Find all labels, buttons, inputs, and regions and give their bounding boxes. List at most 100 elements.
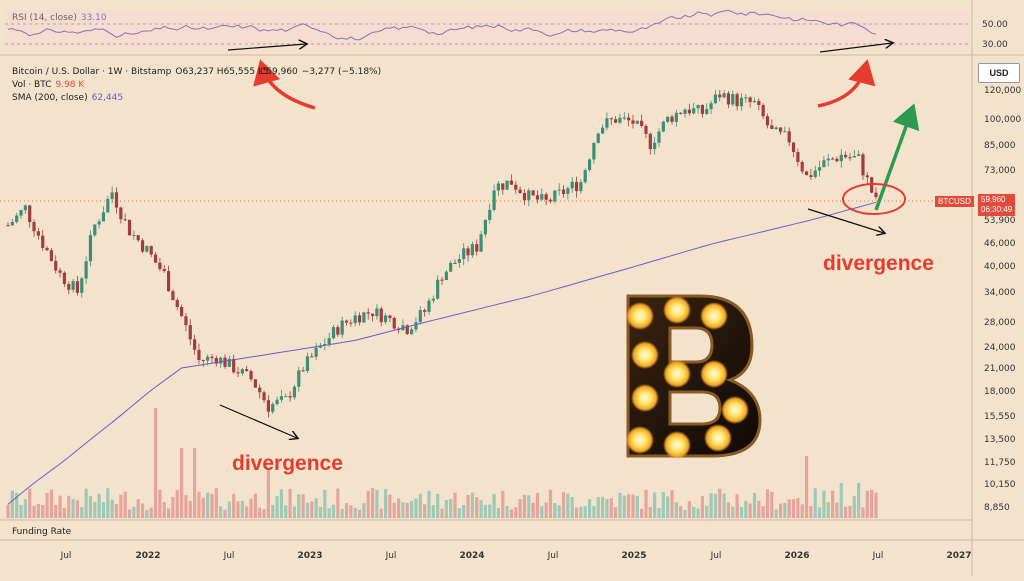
candle-body — [323, 344, 327, 346]
candle-body — [761, 104, 765, 117]
candle-body — [49, 250, 53, 261]
candle-body — [770, 125, 774, 130]
marquee-bulb — [700, 302, 728, 330]
candle-body — [835, 158, 839, 162]
volume-bar — [392, 502, 396, 518]
candle-body — [817, 167, 822, 171]
candle-body — [483, 219, 487, 235]
candle-body — [778, 127, 783, 132]
price-tick-label: 11,750 — [984, 458, 1016, 468]
marquee-bulb — [626, 302, 654, 330]
volume-bar — [123, 491, 127, 518]
volume-bar — [752, 492, 757, 518]
candle-body — [592, 142, 596, 160]
time-tick-label: Jul — [547, 551, 559, 561]
candle-body — [800, 161, 804, 172]
candle-body — [166, 271, 171, 292]
candle-body — [718, 94, 722, 98]
volume-bar — [54, 504, 58, 518]
candle-body — [175, 300, 179, 307]
candle-body — [470, 244, 474, 256]
candle-body — [735, 94, 739, 107]
volume-bar — [223, 509, 227, 518]
volume-bar — [227, 501, 231, 518]
volume-bar — [839, 483, 843, 518]
volume-bar — [401, 502, 405, 518]
candle-body — [540, 194, 544, 200]
ticker-badge: BTCUSD — [935, 196, 974, 207]
candle-body — [423, 310, 427, 312]
volume-bar — [544, 502, 548, 518]
candle-body — [739, 97, 744, 107]
candle-body — [670, 116, 674, 122]
volume-bar — [75, 500, 80, 518]
candle-body — [101, 212, 106, 222]
volume-bar — [648, 507, 652, 518]
volume-bar — [531, 502, 535, 518]
volume-bar — [826, 502, 830, 518]
price-tick-label: 24,000 — [984, 343, 1016, 353]
candle-body — [171, 291, 175, 301]
volume-bar — [340, 508, 344, 518]
volume-bar — [162, 502, 166, 518]
candle-body — [288, 396, 292, 398]
candle-body — [505, 180, 509, 190]
candle-body — [457, 259, 461, 263]
volume-bar — [266, 470, 270, 518]
volume-bar — [23, 499, 27, 518]
candle-body — [123, 219, 127, 221]
candle-body — [75, 281, 80, 293]
candle-body — [579, 182, 583, 192]
volume-bar — [431, 505, 435, 518]
volume-bar — [857, 483, 861, 518]
volume-bar — [522, 494, 527, 518]
volume-bar — [514, 507, 518, 518]
volume-bar — [635, 495, 639, 518]
volume-bar — [6, 504, 10, 518]
candle-body — [214, 358, 218, 364]
volume-bar — [106, 488, 110, 518]
candle-body — [553, 190, 557, 202]
candle-body — [340, 320, 344, 335]
divergence-label-left: divergence — [232, 452, 343, 475]
volume-bar — [583, 506, 587, 518]
volume-bar — [197, 491, 201, 518]
volume-bar — [119, 494, 123, 518]
candle-body — [570, 181, 574, 189]
volume-bar — [553, 503, 557, 518]
candle-body — [375, 308, 379, 317]
candle-body — [36, 231, 40, 236]
volume-bar — [791, 499, 796, 518]
time-tick-label: Jul — [223, 551, 235, 561]
time-tick-label: 2025 — [621, 551, 646, 561]
rsi-tick-30: 30.00 — [982, 40, 1008, 50]
volume-bar — [783, 503, 787, 518]
price-badge: 59,960 06:30:49 — [978, 194, 1016, 216]
candle-body — [509, 180, 514, 185]
candle-body — [544, 194, 548, 200]
candle-body — [436, 279, 440, 299]
volume-bar — [718, 488, 722, 518]
currency-button[interactable]: USD — [978, 63, 1020, 83]
candle-body — [848, 157, 852, 159]
candle-body — [839, 154, 843, 162]
price-tick-label: 120,000 — [984, 86, 1021, 96]
volume-bar — [279, 489, 284, 518]
candle-body — [844, 154, 848, 158]
volume-bar — [683, 509, 687, 518]
time-tick-label: 2024 — [459, 551, 484, 561]
candle-body — [106, 198, 110, 213]
candle-body — [566, 188, 570, 195]
time-axis: Jul 2022 Jul 2023 Jul 2024 Jul 2025 Jul 2026 Jul 20… — [60, 551, 972, 561]
volume-bar — [509, 509, 514, 518]
volume-bar — [362, 503, 366, 518]
volume-bar — [557, 505, 561, 518]
candle-body — [140, 240, 145, 252]
candle-body — [327, 338, 331, 345]
bar-countdown: 06:30:49 — [981, 205, 1013, 214]
volume-bar — [88, 495, 93, 518]
volume-bar — [470, 492, 474, 518]
volume-bar — [67, 495, 71, 518]
candle-body — [631, 120, 635, 124]
